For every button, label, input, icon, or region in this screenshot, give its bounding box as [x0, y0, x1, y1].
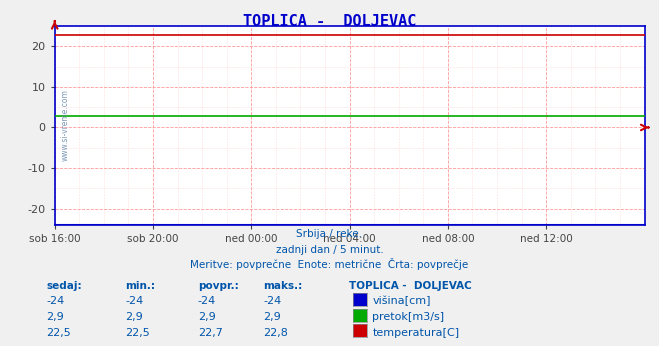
Text: -24: -24 — [125, 297, 144, 307]
Text: Srbija / reke.: Srbija / reke. — [297, 229, 362, 239]
Text: TOPLICA -  DOLJEVAC: TOPLICA - DOLJEVAC — [349, 281, 472, 291]
Text: maks.:: maks.: — [264, 281, 303, 291]
Text: zadnji dan / 5 minut.: zadnji dan / 5 minut. — [275, 245, 384, 255]
Text: -24: -24 — [46, 297, 65, 307]
Text: 2,9: 2,9 — [198, 312, 215, 322]
Text: www.si-vreme.com: www.si-vreme.com — [61, 90, 70, 161]
Text: 2,9: 2,9 — [264, 312, 281, 322]
Text: višina[cm]: višina[cm] — [372, 296, 431, 307]
Text: TOPLICA -  DOLJEVAC: TOPLICA - DOLJEVAC — [243, 14, 416, 29]
Text: -24: -24 — [198, 297, 216, 307]
Text: 2,9: 2,9 — [125, 312, 143, 322]
Text: povpr.:: povpr.: — [198, 281, 239, 291]
Text: 22,5: 22,5 — [125, 328, 150, 338]
Text: 2,9: 2,9 — [46, 312, 64, 322]
Text: 22,7: 22,7 — [198, 328, 223, 338]
Text: 22,8: 22,8 — [264, 328, 289, 338]
Text: Meritve: povprečne  Enote: metrične  Črta: povprečje: Meritve: povprečne Enote: metrične Črta:… — [190, 258, 469, 270]
Text: pretok[m3/s]: pretok[m3/s] — [372, 312, 444, 322]
Text: 22,5: 22,5 — [46, 328, 71, 338]
Text: min.:: min.: — [125, 281, 156, 291]
Text: sedaj:: sedaj: — [46, 281, 82, 291]
Text: temperatura[C]: temperatura[C] — [372, 328, 459, 338]
Text: -24: -24 — [264, 297, 282, 307]
